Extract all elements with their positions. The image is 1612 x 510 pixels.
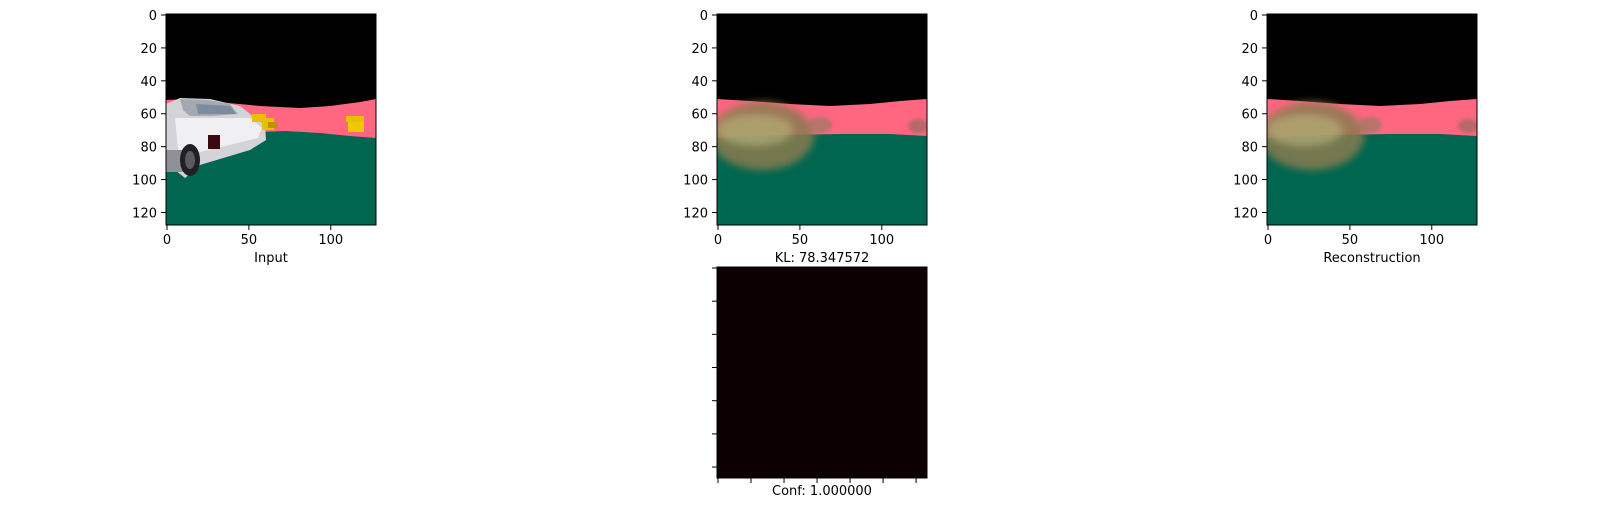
- input-cones: [252, 114, 364, 132]
- kl-ytick-label-5: 100: [683, 174, 708, 189]
- kl-xtick-label-0: 0: [714, 233, 722, 248]
- conf-xlabel: Conf: 1.000000: [772, 484, 872, 499]
- input-xtick-label-2: 100: [318, 233, 343, 248]
- input-ytick-label-4: 80: [140, 141, 157, 156]
- panel-kl: [716, 13, 928, 226]
- reconstruction-xtick-label-2: 100: [1419, 233, 1444, 248]
- kl-ytick-label-3: 60: [691, 108, 708, 123]
- reconstruction-ytick-label-2: 40: [1241, 75, 1258, 90]
- input-ytick-label-0: 0: [149, 9, 157, 24]
- reconstruction-xtick-label-0: 0: [1264, 233, 1272, 248]
- conf-heatmap-cell: [716, 266, 928, 479]
- input-xtick-label-0: 0: [163, 233, 171, 248]
- panel-input: [165, 13, 377, 226]
- input-ytick-label-3: 60: [140, 108, 157, 123]
- axes-layer: 0 50 100 0 20 40 60 80 100 120 Input 0 50 100 0 20 40 60 8…: [132, 9, 1444, 499]
- input-ytick-label-1: 20: [140, 42, 157, 57]
- reconstruction-ytick-label-5: 100: [1233, 174, 1258, 189]
- input-frame: [165, 13, 377, 226]
- reconstruction-ytick-label-1: 20: [1241, 42, 1258, 57]
- kl-ytick-label-2: 40: [691, 75, 708, 90]
- panel-conf: [716, 266, 928, 479]
- input-ytick-label-6: 120: [132, 206, 157, 221]
- kl-image: [717, 14, 927, 225]
- kl-xtick-label-2: 100: [869, 233, 894, 248]
- input-xtick-label-1: 50: [241, 233, 258, 248]
- kl-ytick-label-0: 0: [700, 9, 708, 24]
- panel-reconstruction: [1266, 13, 1478, 226]
- kl-ytick-label-1: 20: [691, 42, 708, 57]
- kl-xtick-label-1: 50: [792, 233, 809, 248]
- input-ytick-label-5: 100: [132, 174, 157, 189]
- kl-xlabel: KL: 78.347572: [775, 251, 870, 266]
- reconstruction-xtick-label-1: 50: [1342, 233, 1359, 248]
- reconstruction-ytick-label-0: 0: [1250, 9, 1258, 24]
- input-xlabel: Input: [254, 251, 288, 266]
- input-car: [166, 98, 266, 178]
- reconstruction-ytick-label-3: 60: [1241, 108, 1258, 123]
- reconstruction-xlabel: Reconstruction: [1323, 251, 1420, 266]
- reconstruction-ytick-label-6: 120: [1233, 206, 1258, 221]
- input-image: [166, 14, 376, 225]
- kl-ytick-label-4: 80: [691, 141, 708, 156]
- kl-ytick-label-6: 120: [683, 206, 708, 221]
- reconstruction-image: [1267, 14, 1477, 225]
- reconstruction-ytick-label-4: 80: [1241, 141, 1258, 156]
- input-ytick-label-2: 40: [140, 75, 157, 90]
